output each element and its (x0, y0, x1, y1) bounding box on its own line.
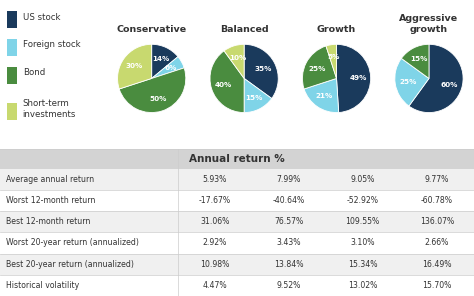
Text: 13.84%: 13.84% (274, 260, 303, 269)
Text: 4.47%: 4.47% (202, 281, 227, 290)
Text: 109.55%: 109.55% (346, 217, 380, 226)
Text: 14%: 14% (152, 56, 170, 62)
Text: 13.02%: 13.02% (348, 281, 377, 290)
Wedge shape (409, 44, 463, 112)
Text: -52.92%: -52.92% (346, 196, 379, 205)
Wedge shape (244, 44, 278, 99)
Wedge shape (118, 44, 152, 89)
Text: 5.93%: 5.93% (202, 175, 227, 184)
Wedge shape (244, 78, 272, 112)
Bar (7, 103, 17, 120)
Text: 15%: 15% (245, 95, 263, 101)
Text: Foreign stock: Foreign stock (23, 40, 80, 49)
Text: 9.05%: 9.05% (350, 175, 375, 184)
Wedge shape (152, 57, 184, 78)
Text: 2.66%: 2.66% (425, 238, 449, 247)
Bar (0, 211, 474, 232)
Text: 6%: 6% (164, 65, 177, 71)
Title: Growth: Growth (317, 25, 356, 34)
Text: 25%: 25% (309, 66, 326, 72)
Bar (0, 149, 474, 168)
Text: 15.34%: 15.34% (348, 260, 377, 269)
Wedge shape (152, 44, 178, 78)
Text: Best 20-year return (annualized): Best 20-year return (annualized) (6, 260, 134, 269)
Text: 30%: 30% (126, 63, 143, 69)
Text: 40%: 40% (215, 82, 232, 88)
Wedge shape (119, 68, 186, 112)
Wedge shape (224, 44, 244, 78)
Title: Conservative: Conservative (117, 25, 187, 34)
Text: Average annual return: Average annual return (6, 175, 94, 184)
Text: 5%: 5% (327, 54, 339, 60)
Text: 9.77%: 9.77% (425, 175, 449, 184)
Text: 3.10%: 3.10% (350, 238, 375, 247)
Text: -60.78%: -60.78% (421, 196, 453, 205)
Text: 15.70%: 15.70% (422, 281, 451, 290)
Text: Annual return %: Annual return % (189, 154, 285, 164)
Text: Historical volatility: Historical volatility (6, 281, 79, 290)
Text: 10%: 10% (229, 55, 246, 61)
Text: -17.67%: -17.67% (199, 196, 231, 205)
Bar (7, 12, 17, 28)
Text: Bond: Bond (23, 68, 45, 77)
Bar (7, 67, 17, 84)
Text: 9.52%: 9.52% (276, 281, 301, 290)
Text: US stock: US stock (23, 12, 60, 22)
Text: 49%: 49% (349, 75, 367, 81)
Text: 2.92%: 2.92% (202, 238, 227, 247)
Wedge shape (401, 44, 429, 78)
Text: 10.98%: 10.98% (200, 260, 229, 269)
Text: 15%: 15% (410, 56, 428, 62)
Text: Best 12-month return: Best 12-month return (6, 217, 90, 226)
Title: Aggressive
growth: Aggressive growth (400, 14, 458, 34)
Text: Worst 20-year return (annualized): Worst 20-year return (annualized) (6, 238, 138, 247)
Text: Short-term
investments: Short-term investments (23, 99, 76, 119)
Text: 25%: 25% (399, 79, 417, 85)
Wedge shape (304, 78, 339, 112)
Text: 3.43%: 3.43% (276, 238, 301, 247)
Bar (0, 253, 474, 275)
Wedge shape (210, 51, 244, 112)
Bar (7, 39, 17, 56)
Text: 136.07%: 136.07% (419, 217, 454, 226)
Bar (0, 190, 474, 211)
Text: 50%: 50% (150, 96, 167, 102)
Text: 60%: 60% (441, 82, 458, 88)
Wedge shape (395, 58, 429, 106)
Text: 7.99%: 7.99% (276, 175, 301, 184)
Bar (0, 275, 474, 296)
Text: Worst 12-month return: Worst 12-month return (6, 196, 95, 205)
Wedge shape (337, 44, 371, 112)
Wedge shape (326, 44, 337, 78)
Text: -40.64%: -40.64% (273, 196, 305, 205)
Wedge shape (302, 46, 337, 89)
Text: 35%: 35% (255, 66, 272, 72)
Bar (0, 168, 474, 190)
Text: 16.49%: 16.49% (422, 260, 452, 269)
Text: 21%: 21% (316, 93, 333, 99)
Text: 76.57%: 76.57% (274, 217, 303, 226)
Title: Balanced: Balanced (220, 25, 268, 34)
Text: 31.06%: 31.06% (200, 217, 229, 226)
Bar (0, 232, 474, 253)
